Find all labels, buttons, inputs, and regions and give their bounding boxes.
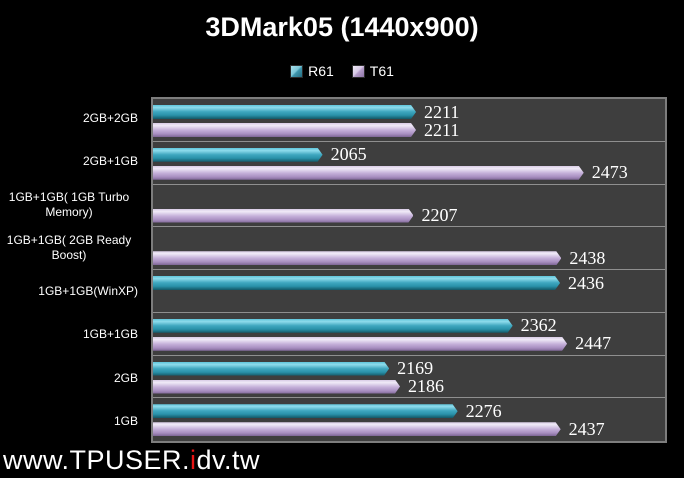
bar-value-label: 2169 — [397, 358, 434, 378]
plot-area: 2211 2211 2065 2473 2207 2438 2436 2362 2447 2169… — [151, 97, 667, 443]
chart-legend: R61 T61 — [0, 63, 684, 79]
category-band: 2436 — [153, 270, 665, 313]
legend-swatch-r61-icon — [290, 64, 304, 78]
bar-line-t61: 2211 — [153, 120, 665, 140]
bar-t61 — [153, 209, 413, 223]
category-label-text: 1GB — [113, 413, 138, 428]
category-label-text: 1GB+1GB( 1GB Turbo Memory) — [8, 190, 130, 220]
bar-line-r61: 2276 — [153, 401, 665, 421]
bar-t61 — [153, 166, 584, 180]
bar-line-t61: 2437 — [153, 419, 665, 439]
watermark-suffix: dv.tw — [196, 445, 261, 475]
bar-value-label: 2362 — [520, 315, 557, 336]
category-label: 2GB — [0, 357, 151, 400]
bar-value-label: 2436 — [568, 272, 605, 293]
chart-title: 3DMark05 (1440x900) — [205, 12, 479, 42]
category-label: 1GB+1GB( 1GB Turbo Memory) — [0, 184, 151, 227]
bar-line-r61: 2169 — [153, 358, 665, 378]
bar-value-label: 2438 — [569, 247, 606, 268]
category-band: 2362 2447 — [153, 313, 665, 356]
category-band: 2169 2186 — [153, 356, 665, 399]
category-label-text: 1GB+1GB — [82, 327, 138, 342]
bar-t61 — [153, 251, 561, 265]
bar-line-t61: 2473 — [153, 162, 665, 182]
bar-value-label: 2447 — [575, 333, 612, 354]
category-band: 2211 2211 — [153, 99, 665, 142]
bar-line-t61: 2438 — [153, 248, 665, 268]
bar-r61 — [153, 276, 560, 290]
bar-value-label: 2276 — [465, 400, 502, 421]
category-label-text: 1GB+1GB(WinXP) — [38, 284, 138, 299]
bar-value-label: 2211 — [424, 101, 460, 122]
bar-line-r61: 2436 — [153, 273, 665, 293]
legend-label-r61: R61 — [308, 63, 334, 79]
bar-t61 — [153, 422, 561, 436]
bar-r61 — [153, 105, 416, 119]
category-band: 2207 — [153, 185, 665, 228]
category-band: 2438 — [153, 227, 665, 270]
category-label: 1GB+1GB(WinXP) — [0, 270, 151, 313]
bar-value-label: 2473 — [591, 162, 628, 183]
category-label: 1GB+1GB( 2GB Ready Boost) — [0, 227, 151, 270]
bar-line-t61: 2207 — [153, 205, 665, 225]
bar-chart: 2GB+2GB 2GB+1GB 1GB+1GB( 1GB Turbo Memory)… — [0, 97, 684, 443]
bar-line-r61: 2362 — [153, 315, 665, 335]
bar-line-r61: 2065 — [153, 144, 665, 164]
bar-t61 — [153, 123, 416, 137]
bar-value-label: 2186 — [408, 376, 445, 396]
category-label: 1GB+1GB — [0, 313, 151, 356]
category-label-text: 2GB+1GB — [82, 154, 138, 169]
bar-value-label: 2437 — [568, 418, 605, 439]
bar-t61 — [153, 337, 567, 351]
bar-r61 — [153, 362, 389, 376]
category-label-text: 1GB+1GB( 2GB Ready Boost) — [6, 233, 132, 263]
legend-item-r61: R61 — [290, 63, 334, 79]
watermark-prefix: www.TPUSER. — [3, 445, 191, 475]
category-label-text: 2GB+2GB — [82, 111, 138, 126]
bar-r61 — [153, 319, 513, 333]
bar-r61 — [153, 404, 458, 418]
category-band: 2276 2437 — [153, 398, 665, 441]
bar-value-label: 2207 — [421, 205, 458, 225]
bar-t61 — [153, 380, 400, 394]
watermark-highlight: i — [190, 445, 197, 475]
legend-item-t61: T61 — [351, 63, 394, 79]
category-axis-labels: 2GB+2GB 2GB+1GB 1GB+1GB( 1GB Turbo Memory)… — [0, 97, 151, 443]
bar-line-t61: 2186 — [153, 376, 665, 396]
category-band: 2065 2473 — [153, 142, 665, 185]
category-label-text: 2GB — [113, 370, 138, 385]
legend-swatch-t61-icon — [351, 64, 365, 78]
category-label: 2GB+2GB — [0, 97, 151, 140]
legend-label-t61: T61 — [369, 63, 394, 79]
category-label: 1GB — [0, 400, 151, 443]
bar-r61 — [153, 148, 323, 162]
watermark: www.TPUSER.idv.tw — [3, 445, 260, 476]
bar-value-label: 2065 — [330, 144, 367, 165]
category-label: 2GB+1GB — [0, 140, 151, 183]
bar-value-label: 2211 — [424, 119, 460, 140]
bar-line-t61: 2447 — [153, 333, 665, 353]
bar-line-r61: 2211 — [153, 102, 665, 122]
